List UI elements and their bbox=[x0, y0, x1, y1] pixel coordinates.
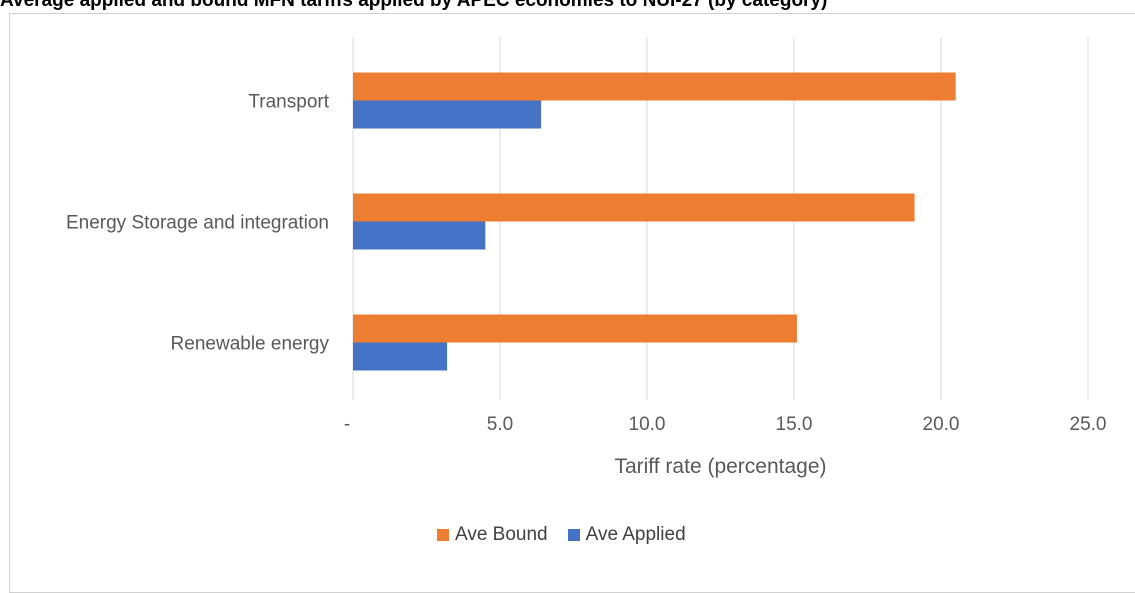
legend-item-ave-applied: Ave Applied bbox=[567, 524, 686, 546]
category-label: Transport bbox=[248, 92, 329, 113]
bar-ave-bound-0 bbox=[353, 72, 956, 101]
chart-title: Average applied and bound MFN tariffs ap… bbox=[0, 0, 828, 11]
bar-ave-bound-2 bbox=[353, 314, 797, 343]
x-tick-label: 20.0 bbox=[923, 414, 960, 435]
bar-ave-applied-0 bbox=[353, 100, 542, 129]
legend-swatch-ave-bound bbox=[437, 529, 449, 541]
legend-item-ave-bound: Ave Bound bbox=[437, 524, 548, 546]
bar-ave-applied-1 bbox=[353, 221, 486, 250]
legend-label-ave-bound: Ave Bound bbox=[455, 524, 548, 545]
x-tick-label: - bbox=[344, 414, 350, 435]
x-tick-label: 5.0 bbox=[487, 414, 513, 435]
category-label: Renewable energy bbox=[171, 334, 330, 355]
x-tick-label: 25.0 bbox=[1070, 414, 1107, 435]
x-axis-title: Tariff rate (percentage) bbox=[614, 455, 826, 478]
chart-legend: Ave Bound Ave Applied bbox=[437, 524, 686, 546]
x-tick-label: 10.0 bbox=[629, 414, 666, 435]
legend-swatch-ave-applied bbox=[567, 529, 580, 541]
legend-label-ave-applied: Ave Applied bbox=[585, 524, 686, 545]
bar-ave-bound-1 bbox=[353, 193, 915, 222]
bar-chart-plot: - 5.0 10.0 15.0 20.0 25.0 Tariff rate (percent… bbox=[66, 37, 1107, 478]
bar-ave-applied-2 bbox=[353, 342, 448, 371]
x-tick-label: 15.0 bbox=[776, 414, 813, 435]
category-label: Energy Storage and integration bbox=[66, 213, 329, 234]
chart-frame bbox=[9, 13, 1135, 593]
